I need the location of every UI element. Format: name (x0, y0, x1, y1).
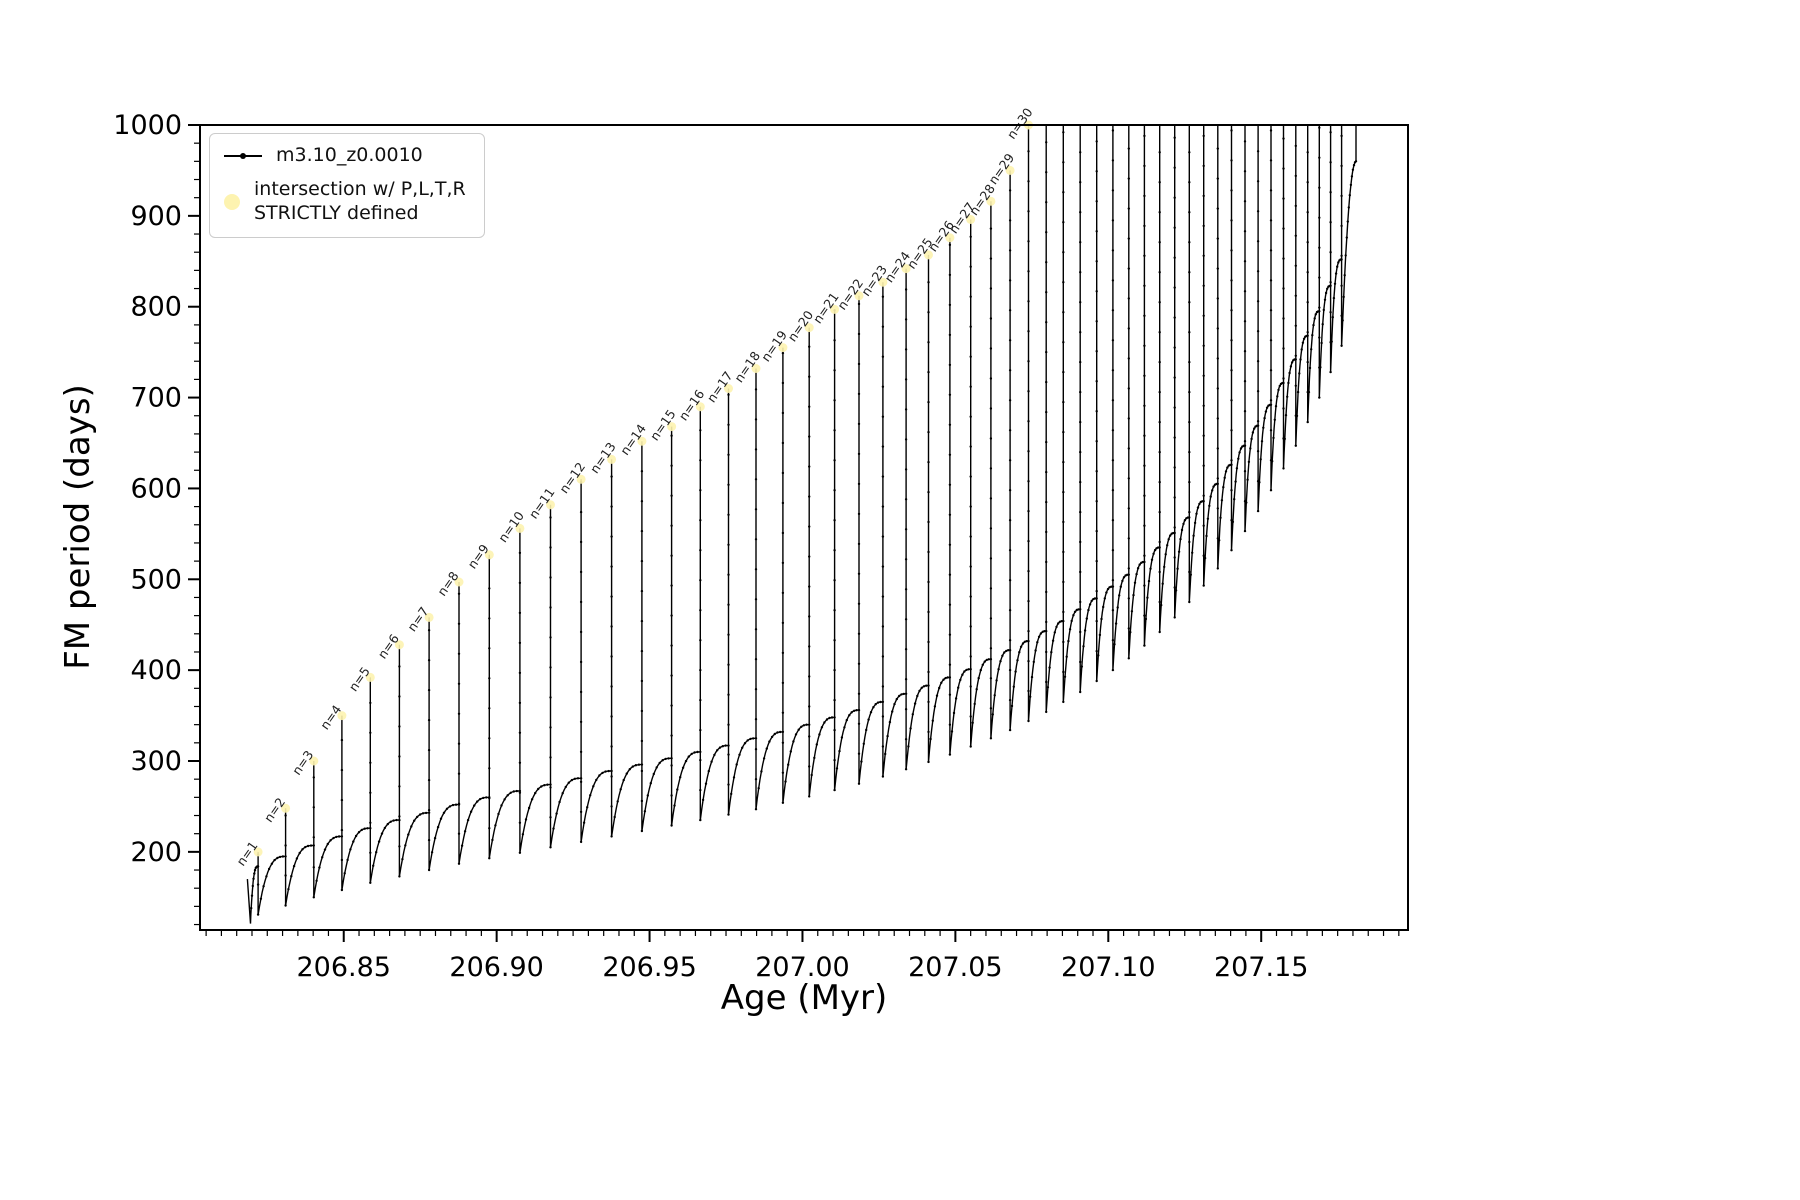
y-tick-label: 1000 (113, 110, 182, 141)
x-tick-label: 206.90 (449, 952, 543, 983)
y-tick-label: 800 (130, 292, 182, 323)
y-axis-label: FM period (days) (58, 384, 98, 670)
legend-row-intersection: intersection w/ P,L,T,R STRICTLY defined (224, 178, 466, 226)
legend-series-label: m3.10_z0.0010 (276, 144, 423, 166)
axis-ticks: 206.85 206.90 206.95 207.00 207.05 207.10 207.… (113, 110, 1400, 983)
x-tick-label: 207.15 (1214, 952, 1308, 983)
legend-intersection-line1: intersection w/ P,L,T,R (254, 177, 466, 200)
legend-row-series: m3.10_z0.0010 (224, 144, 466, 168)
line-marker-swatch-icon (224, 152, 262, 159)
x-tick-label: 207.00 (755, 952, 849, 983)
y-tick-label: 300 (130, 746, 182, 777)
y-tick-label: 500 (130, 564, 182, 595)
y-tick-label: 600 (130, 473, 182, 504)
y-tick-label: 400 (130, 655, 182, 686)
y-tick-label: 700 (130, 383, 182, 414)
x-tick-label: 207.05 (908, 952, 1002, 983)
intersection-marker-swatch-icon (224, 193, 240, 210)
x-tick-label: 206.95 (602, 952, 696, 983)
data-point-markers (250, 126, 1358, 916)
legend-intersection-label: intersection w/ P,L,T,R STRICTLY defined (254, 178, 466, 226)
x-tick-label: 207.10 (1061, 952, 1155, 983)
y-tick-label: 200 (130, 837, 182, 868)
legend-intersection-line2: STRICTLY defined (254, 201, 419, 224)
legend: m3.10_z0.0010 intersection w/ P,L,T,R ST… (209, 133, 485, 239)
plot-spines (199, 124, 1409, 931)
y-tick-label: 900 (130, 201, 182, 232)
x-axis-label: Age (Myr) (720, 978, 888, 1018)
x-tick-label: 206.85 (296, 952, 390, 983)
